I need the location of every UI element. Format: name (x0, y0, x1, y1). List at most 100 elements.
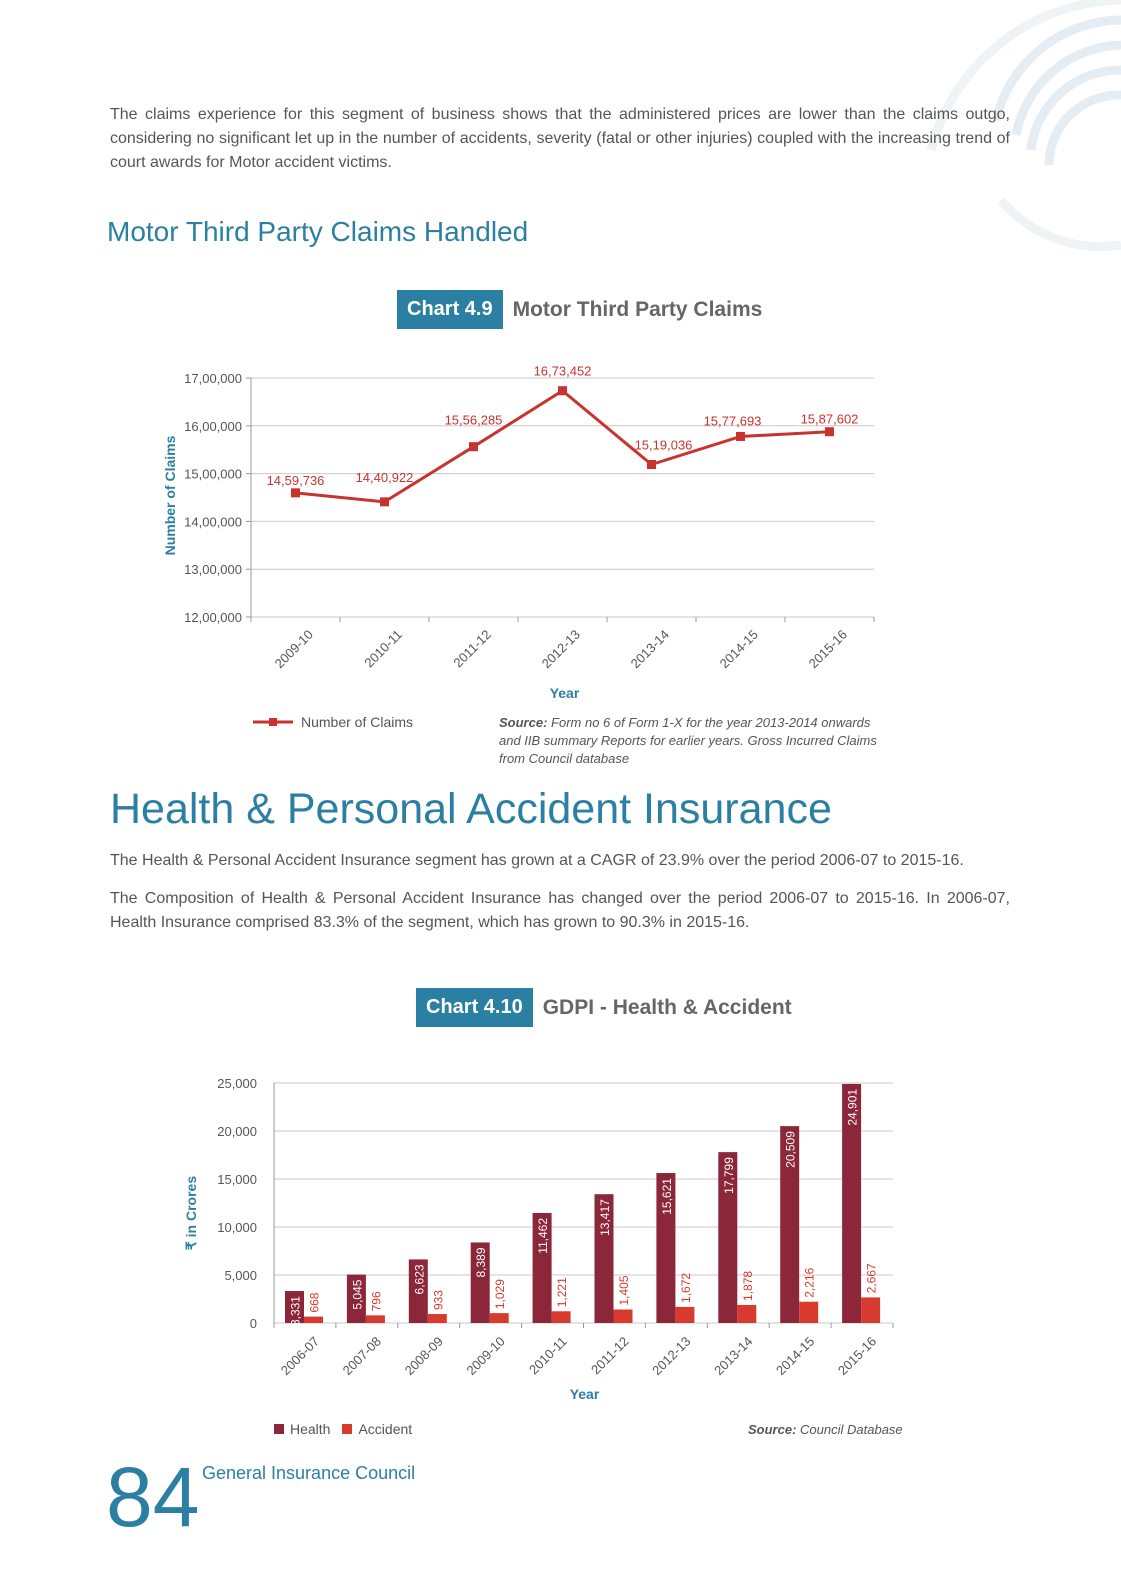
health-data-label: 17,799 (722, 1157, 736, 1194)
health-bar (656, 1173, 676, 1323)
health-paragraph-1: The Health & Personal Accident Insurance… (110, 852, 964, 869)
chart2-bar-chart: 0 5,000 10,000 15,000 20,000 25,000 3,331 668 20… (183, 1076, 894, 1402)
chart1-source-label: Source: (499, 715, 548, 730)
chart1-x-axis-title: Year (550, 685, 580, 701)
accident-data-label: 1,878 (741, 1271, 755, 1301)
health-data-label: 15,621 (660, 1178, 674, 1215)
accident-bar (737, 1304, 757, 1323)
accident-data-label: 796 (369, 1291, 383, 1311)
chart1-legend-line-icon (253, 718, 293, 726)
accident-data-label: 1,672 (679, 1273, 693, 1303)
chart1-data-label: 14,59,736 (267, 473, 325, 488)
accident-bar (613, 1309, 633, 1323)
chart1-number: Chart 4.9 (397, 290, 503, 329)
chart2-name: GDPI - Health & Accident (542, 995, 792, 1019)
chart2-y-tick-label: 15,000 (217, 1172, 257, 1187)
chart1-data-label: 14,40,922 (356, 470, 414, 485)
health-bar (780, 1126, 800, 1323)
accident-bar (427, 1314, 447, 1323)
chart1-x-tick-label: 2012-13 (539, 627, 583, 671)
chart2-x-tick-label: 2008-09 (402, 1334, 446, 1378)
accident-bar (675, 1306, 695, 1323)
health-legend-swatch (274, 1424, 284, 1434)
chart1-data-label: 15,56,285 (445, 413, 503, 428)
health-data-label: 11,462 (536, 1218, 550, 1254)
intro-paragraph: The claims experience for this segment o… (110, 106, 1010, 171)
chart1-y-tick-label: 16,00,000 (184, 419, 242, 434)
health-data-label: 5,045 (350, 1279, 364, 1309)
accident-bar (799, 1301, 819, 1323)
health-data-label: 8,389 (474, 1247, 488, 1277)
chart2-y-axis-title: ₹ in Crores (183, 1176, 199, 1250)
chart1-data-label: 15,77,693 (704, 413, 762, 428)
health-bar (470, 1242, 490, 1323)
chart1-name: Motor Third Party Claims (512, 297, 763, 321)
chart1-y-tick-label: 17,00,000 (184, 371, 242, 386)
chart2-x-tick-label: 2013-14 (711, 1334, 755, 1378)
health-data-label: 13,417 (598, 1199, 612, 1236)
chart1-x-tick-label: 2013-14 (628, 627, 672, 671)
chart1-source: Source: Form no 6 of Form 1-X for the ye… (499, 714, 879, 768)
chart2-x-tick-label: 2015-16 (835, 1334, 879, 1378)
chart1-legend: Number of Claims (253, 714, 413, 730)
accident-data-label: 2,216 (803, 1267, 817, 1297)
chart2-legend: Health Accident (274, 1421, 412, 1437)
chart1-source-text: Form no 6 of Form 1-X for the year 2013-… (499, 715, 877, 766)
chart1-line-chart: 12,00,000 13,00,000 14,00,000 15,00,000 16,0… (162, 364, 875, 701)
chart1-data-point (558, 386, 567, 396)
accident-bar (489, 1313, 509, 1323)
accident-legend-label: Accident (358, 1421, 413, 1437)
chart2-x-tick-label: 2012-13 (649, 1334, 693, 1378)
chart1-x-tick-label: 2009-10 (272, 627, 316, 671)
accident-bar (861, 1297, 881, 1323)
accident-bar (551, 1311, 571, 1323)
health-bar (718, 1152, 738, 1323)
chart1-y-tick-label: 15,00,000 (184, 467, 242, 482)
chart2-source-text: Council Database (800, 1422, 903, 1437)
chart1-data-label: 15,87,602 (801, 412, 859, 427)
footer-org-name: General Insurance Council (202, 1463, 416, 1483)
health-bar (346, 1274, 366, 1323)
chart1-x-tick-label: 2011-12 (450, 627, 494, 671)
chart1-data-point (380, 497, 389, 507)
chart2-y-tick-label: 0 (250, 1316, 257, 1331)
chart1-data-label: 15,19,036 (635, 438, 693, 453)
health-bar (285, 1291, 304, 1323)
chart2-x-tick-label: 2014-15 (773, 1334, 817, 1378)
chart1-y-tick-label: 13,00,000 (184, 562, 242, 577)
chart2-y-tick-label: 5,000 (224, 1268, 257, 1283)
chart1-x-tick-label: 2015-16 (806, 627, 850, 671)
chart2-y-tick-label: 25,000 (217, 1076, 257, 1091)
section-heading-motor: Motor Third Party Claims Handled (107, 216, 529, 247)
health-data-label: 6,623 (412, 1264, 426, 1294)
chart1-series-line (295, 388, 830, 504)
chart1-data-point (291, 488, 300, 498)
health-bar (408, 1259, 428, 1323)
accident-bar (365, 1315, 385, 1323)
accident-data-label: 933 (431, 1290, 445, 1310)
chart2-source: Source: Council Database (748, 1421, 903, 1439)
health-bar (594, 1194, 614, 1323)
chart2-x-tick-label: 2006-07 (278, 1334, 322, 1378)
chart1-data-point (825, 427, 834, 437)
health-bar (532, 1212, 552, 1323)
chart1-title: Chart 4.9 Motor Third Party Claims (397, 290, 762, 329)
page-number: 84 (106, 1450, 200, 1544)
chart2-x-tick-label: 2009-10 (463, 1334, 507, 1378)
chart2-x-tick-label: 2007-08 (340, 1334, 384, 1378)
chart2-x-axis-title: Year (570, 1386, 600, 1402)
accident-data-label: 668 (308, 1292, 322, 1312)
health-bar (842, 1083, 862, 1323)
chart1-data-point (736, 431, 745, 441)
health-data-label: 20,509 (784, 1131, 798, 1168)
accident-bar (304, 1316, 323, 1323)
health-data-label: 3,331 (289, 1296, 303, 1326)
chart1-x-tick-label: 2010-11 (361, 627, 405, 671)
health-paragraph-2: The Composition of Health & Personal Acc… (110, 890, 1010, 931)
chart2-number: Chart 4.10 (416, 988, 533, 1027)
accident-data-label: 1,221 (555, 1277, 569, 1307)
chart1-legend-label: Number of Claims (301, 714, 414, 730)
health-legend-label: Health (290, 1421, 331, 1437)
chart1-x-tick-label: 2014-15 (717, 627, 761, 671)
section-heading-health: Health & Personal Accident Insurance (110, 785, 832, 833)
